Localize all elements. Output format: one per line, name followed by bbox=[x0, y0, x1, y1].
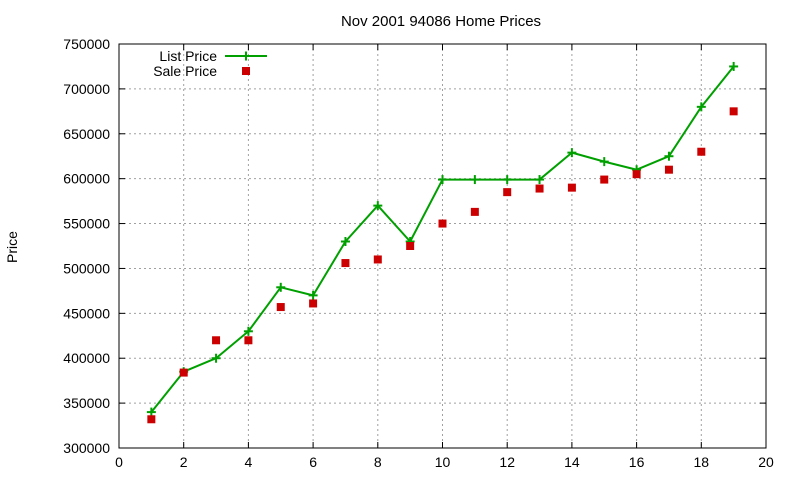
sale-price-point bbox=[503, 188, 512, 197]
list-price-point bbox=[211, 353, 221, 363]
list-price-point bbox=[535, 175, 545, 185]
sale-price-point bbox=[664, 165, 673, 174]
x-tick-label: 14 bbox=[564, 454, 580, 470]
list-price-point bbox=[146, 407, 156, 417]
sale-price-point bbox=[373, 255, 382, 264]
list-price-point bbox=[470, 175, 480, 185]
sale-price-point bbox=[244, 336, 253, 345]
series-1 bbox=[146, 61, 739, 417]
y-tick-label: 550000 bbox=[63, 216, 110, 232]
legend-label: List Price bbox=[159, 48, 217, 64]
list-price-point bbox=[696, 102, 706, 112]
legend-label: Sale Price bbox=[153, 63, 217, 79]
list-price-point bbox=[340, 237, 350, 247]
sale-price-point bbox=[632, 170, 641, 179]
list-price-point bbox=[373, 201, 383, 211]
y-tick-label: 500000 bbox=[63, 260, 110, 276]
x-tick-label: 2 bbox=[180, 454, 188, 470]
y-tick-label: 750000 bbox=[63, 36, 110, 52]
series-layer bbox=[146, 61, 739, 424]
sale-price-point bbox=[341, 259, 350, 268]
sale-price-point bbox=[729, 107, 738, 116]
chart-title: Nov 2001 94086 Home Prices bbox=[341, 13, 541, 30]
y-tick-label: 650000 bbox=[63, 126, 110, 142]
list-price-point bbox=[438, 175, 447, 185]
sale-price-point bbox=[147, 415, 156, 424]
list-price-point bbox=[567, 148, 577, 158]
sale-price-point bbox=[470, 207, 479, 216]
x-tick-label: 18 bbox=[694, 454, 710, 470]
list-price-point bbox=[599, 157, 609, 167]
x-tick-label: 20 bbox=[758, 454, 774, 470]
sale-price-point bbox=[406, 242, 415, 250]
sale-price-point bbox=[438, 219, 447, 228]
y-tick-label: 600000 bbox=[63, 171, 110, 187]
y-tick-label: 350000 bbox=[63, 395, 110, 411]
list-price-point bbox=[308, 290, 318, 300]
sale-price-point bbox=[276, 303, 285, 312]
list-price-point bbox=[729, 61, 739, 71]
y-tick-label: 300000 bbox=[63, 440, 110, 456]
x-tick-label: 10 bbox=[435, 454, 451, 470]
y-axis-label: Price bbox=[4, 231, 20, 263]
x-tick-label: 12 bbox=[499, 454, 515, 470]
sale-price-point bbox=[600, 175, 609, 184]
grid bbox=[119, 44, 766, 448]
x-tick-label: 0 bbox=[115, 454, 123, 470]
x-tick-label: 6 bbox=[309, 454, 317, 470]
sale-price-point bbox=[179, 368, 188, 377]
sale-price-point bbox=[212, 336, 221, 345]
list-price-point bbox=[502, 175, 512, 185]
legend-square-marker bbox=[242, 67, 250, 75]
y-tick-label: 700000 bbox=[63, 81, 110, 97]
sale-price-point bbox=[309, 299, 318, 308]
x-tick-label: 4 bbox=[245, 454, 253, 470]
x-tick-label: 16 bbox=[629, 454, 645, 470]
sale-price-point bbox=[535, 184, 544, 193]
tick-labels: 0 2 4 6 8 10 12 14 16 18 20 300000 350000 400000 45000… bbox=[63, 36, 774, 470]
sale-price-point bbox=[697, 147, 706, 156]
series-2 bbox=[147, 107, 738, 424]
y-tick-label: 450000 bbox=[63, 305, 110, 321]
y-tick-label: 400000 bbox=[63, 350, 110, 366]
list-price-point bbox=[664, 151, 674, 161]
legend-plus-marker bbox=[241, 51, 251, 61]
list-price-point bbox=[243, 326, 253, 336]
sale-price-point bbox=[567, 183, 576, 192]
x-tick-label: 8 bbox=[374, 454, 382, 470]
list-price-point bbox=[276, 282, 286, 292]
plot-frame bbox=[118, 43, 767, 449]
